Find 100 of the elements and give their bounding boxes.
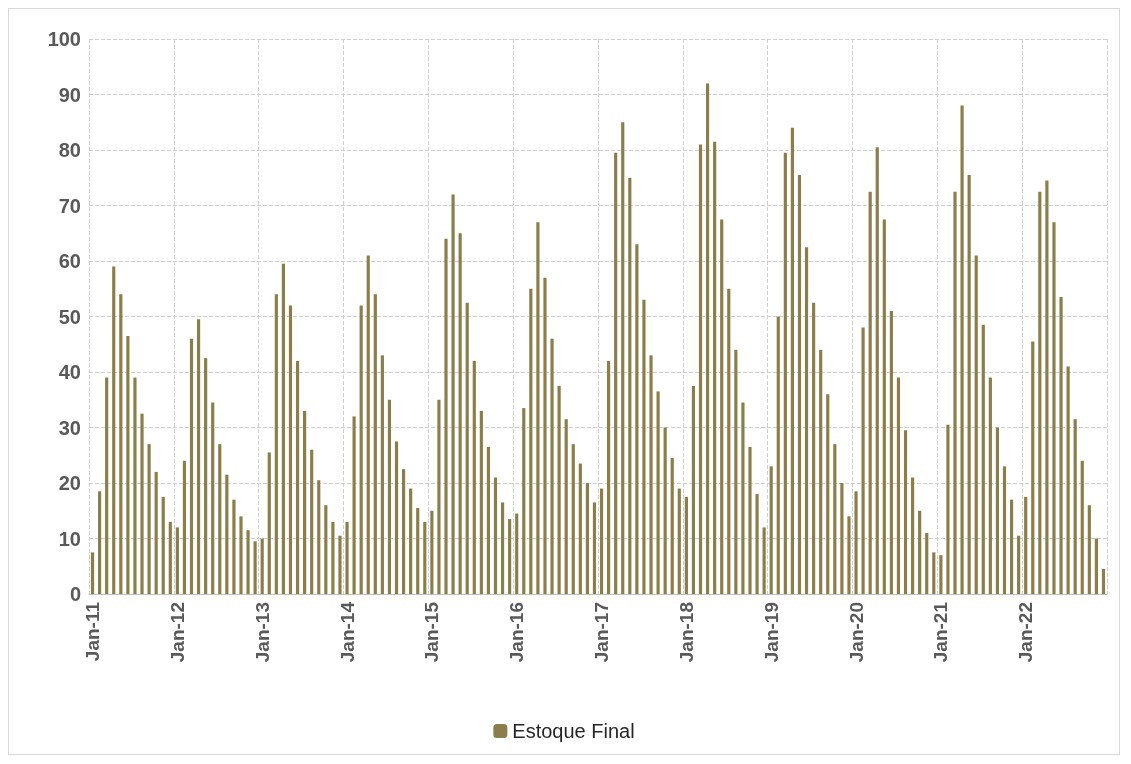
bar <box>599 488 604 594</box>
bar <box>578 463 582 594</box>
bar <box>189 338 194 594</box>
bar <box>946 424 950 594</box>
bar <box>939 555 943 594</box>
bar <box>133 377 137 594</box>
bar <box>833 444 837 594</box>
bar <box>90 552 95 594</box>
bar <box>352 416 356 594</box>
bar <box>614 152 618 594</box>
bar <box>628 177 632 594</box>
bar <box>1038 191 1042 594</box>
bar <box>239 516 243 594</box>
bar <box>550 338 554 594</box>
bar <box>444 238 448 594</box>
y-tick-label: 30 <box>58 416 81 439</box>
bar <box>762 527 766 594</box>
bar <box>840 483 844 594</box>
bar <box>147 444 151 594</box>
bar <box>960 105 964 594</box>
bar <box>635 244 639 594</box>
bar <box>317 480 321 594</box>
bar <box>246 530 250 594</box>
bar <box>755 494 759 594</box>
bar <box>918 510 922 594</box>
bar <box>486 446 491 594</box>
bar <box>338 535 342 594</box>
bar <box>274 294 278 594</box>
bar <box>1073 419 1077 594</box>
x-tick-label: Jan-18 <box>675 602 697 663</box>
bar <box>783 152 787 594</box>
y-tick-label: 50 <box>58 305 81 328</box>
bar <box>925 532 929 594</box>
bar <box>493 477 498 594</box>
bar <box>373 294 377 594</box>
bar <box>656 391 660 594</box>
y-tick-label: 10 <box>58 527 81 550</box>
bar <box>995 427 1000 594</box>
bar <box>896 377 901 594</box>
bar <box>204 358 208 594</box>
x-tick-label: Jan-14 <box>336 601 358 663</box>
bar <box>472 360 476 594</box>
bar <box>698 144 703 594</box>
bar <box>705 83 710 594</box>
bar <box>684 496 688 594</box>
bar <box>253 541 257 594</box>
bar <box>295 360 300 594</box>
bar <box>727 288 731 594</box>
bar <box>211 402 215 594</box>
x-tick-label: Jan-11 <box>82 601 104 662</box>
bar <box>663 427 667 594</box>
bar <box>967 174 971 594</box>
bar <box>720 219 724 594</box>
bar <box>225 474 229 594</box>
bar <box>119 294 123 594</box>
bar <box>175 527 179 594</box>
bar <box>409 488 413 594</box>
bar <box>423 521 427 594</box>
y-tick-label: 70 <box>58 194 81 217</box>
y-tick-label: 80 <box>58 139 81 161</box>
bar <box>741 402 745 594</box>
bar <box>797 174 802 594</box>
bar <box>218 444 222 594</box>
bar <box>500 502 505 594</box>
bar <box>1002 466 1007 594</box>
bar <box>387 399 392 594</box>
bar <box>812 302 816 594</box>
bar <box>677 488 681 594</box>
bar <box>345 521 349 594</box>
bar <box>458 233 462 594</box>
bar <box>564 419 568 594</box>
bar <box>868 191 872 594</box>
bar <box>804 247 809 594</box>
y-tick-label: 40 <box>58 361 81 383</box>
bar <box>819 349 823 594</box>
bar <box>288 305 293 594</box>
bar <box>260 538 264 594</box>
bar <box>232 499 236 594</box>
bar <box>451 194 455 594</box>
bar <box>847 516 851 594</box>
bar <box>112 266 116 594</box>
bar <box>508 519 512 594</box>
bar <box>903 430 908 594</box>
bar <box>621 122 625 594</box>
bar <box>479 410 483 594</box>
bar <box>649 355 653 594</box>
bar <box>932 552 936 594</box>
bar <box>748 446 752 594</box>
y-tick-label: 0 <box>69 583 81 605</box>
bar <box>953 191 957 594</box>
bar <box>98 491 102 594</box>
bar <box>1017 535 1021 594</box>
bar <box>303 410 307 594</box>
bar <box>854 491 858 594</box>
bar <box>974 255 978 594</box>
bar <box>557 385 561 594</box>
bar <box>911 477 915 594</box>
x-tick-label: Jan-15 <box>421 601 443 663</box>
bar <box>691 385 696 594</box>
bar <box>267 452 271 594</box>
